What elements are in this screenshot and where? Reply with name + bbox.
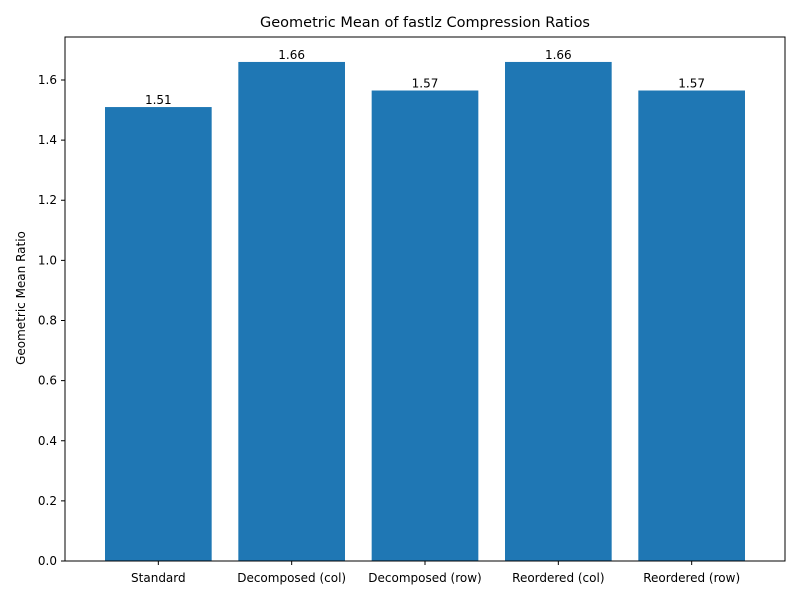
x-tick-label: Reordered (col) [512, 571, 604, 585]
bar-2 [371, 90, 479, 561]
x-tick-label: Standard [131, 571, 186, 585]
x-tick-label: Decomposed (col) [237, 571, 346, 585]
y-axis: 0.0 0.2 0.4 0.6 0.8 1.0 1.2 1.4 1.6 [38, 73, 65, 568]
y-tick-label: 0.4 [38, 434, 57, 448]
x-tick-label: Reordered (row) [643, 571, 740, 585]
bar-value-labels: 1.51 1.66 1.57 1.66 1.57 [145, 48, 705, 107]
y-tick-label: 1.2 [38, 193, 57, 207]
bars-layer [105, 61, 745, 562]
bar-0 [105, 107, 212, 562]
y-tick-label: 1.4 [38, 133, 57, 147]
bar-4 [638, 90, 745, 561]
x-axis: Standard Decomposed (col) Decomposed (row)… [131, 561, 740, 585]
y-tick-label: 1.6 [38, 73, 57, 87]
plot-frame [64, 36, 786, 562]
y-tick-label: 0.6 [38, 374, 57, 388]
chart-title: Geometric Mean of fastlz Compression Rat… [260, 15, 590, 31]
y-tick-label: 0.0 [38, 554, 57, 568]
bar-value-label: 1.57 [678, 77, 705, 91]
bar-value-label: 1.66 [278, 48, 305, 62]
y-tick-label: 1.0 [38, 253, 57, 267]
bar-value-label: 1.57 [412, 77, 439, 91]
bar-value-label: 1.66 [545, 48, 572, 62]
y-axis-label: Geometric Mean Ratio [14, 231, 28, 365]
bar-3 [505, 61, 612, 561]
x-tick-label: Decomposed (row) [368, 571, 481, 585]
y-tick-label: 0.8 [38, 314, 57, 328]
bar-1 [238, 61, 345, 561]
y-tick-label: 0.2 [38, 494, 57, 508]
bar-value-label: 1.51 [145, 93, 172, 107]
